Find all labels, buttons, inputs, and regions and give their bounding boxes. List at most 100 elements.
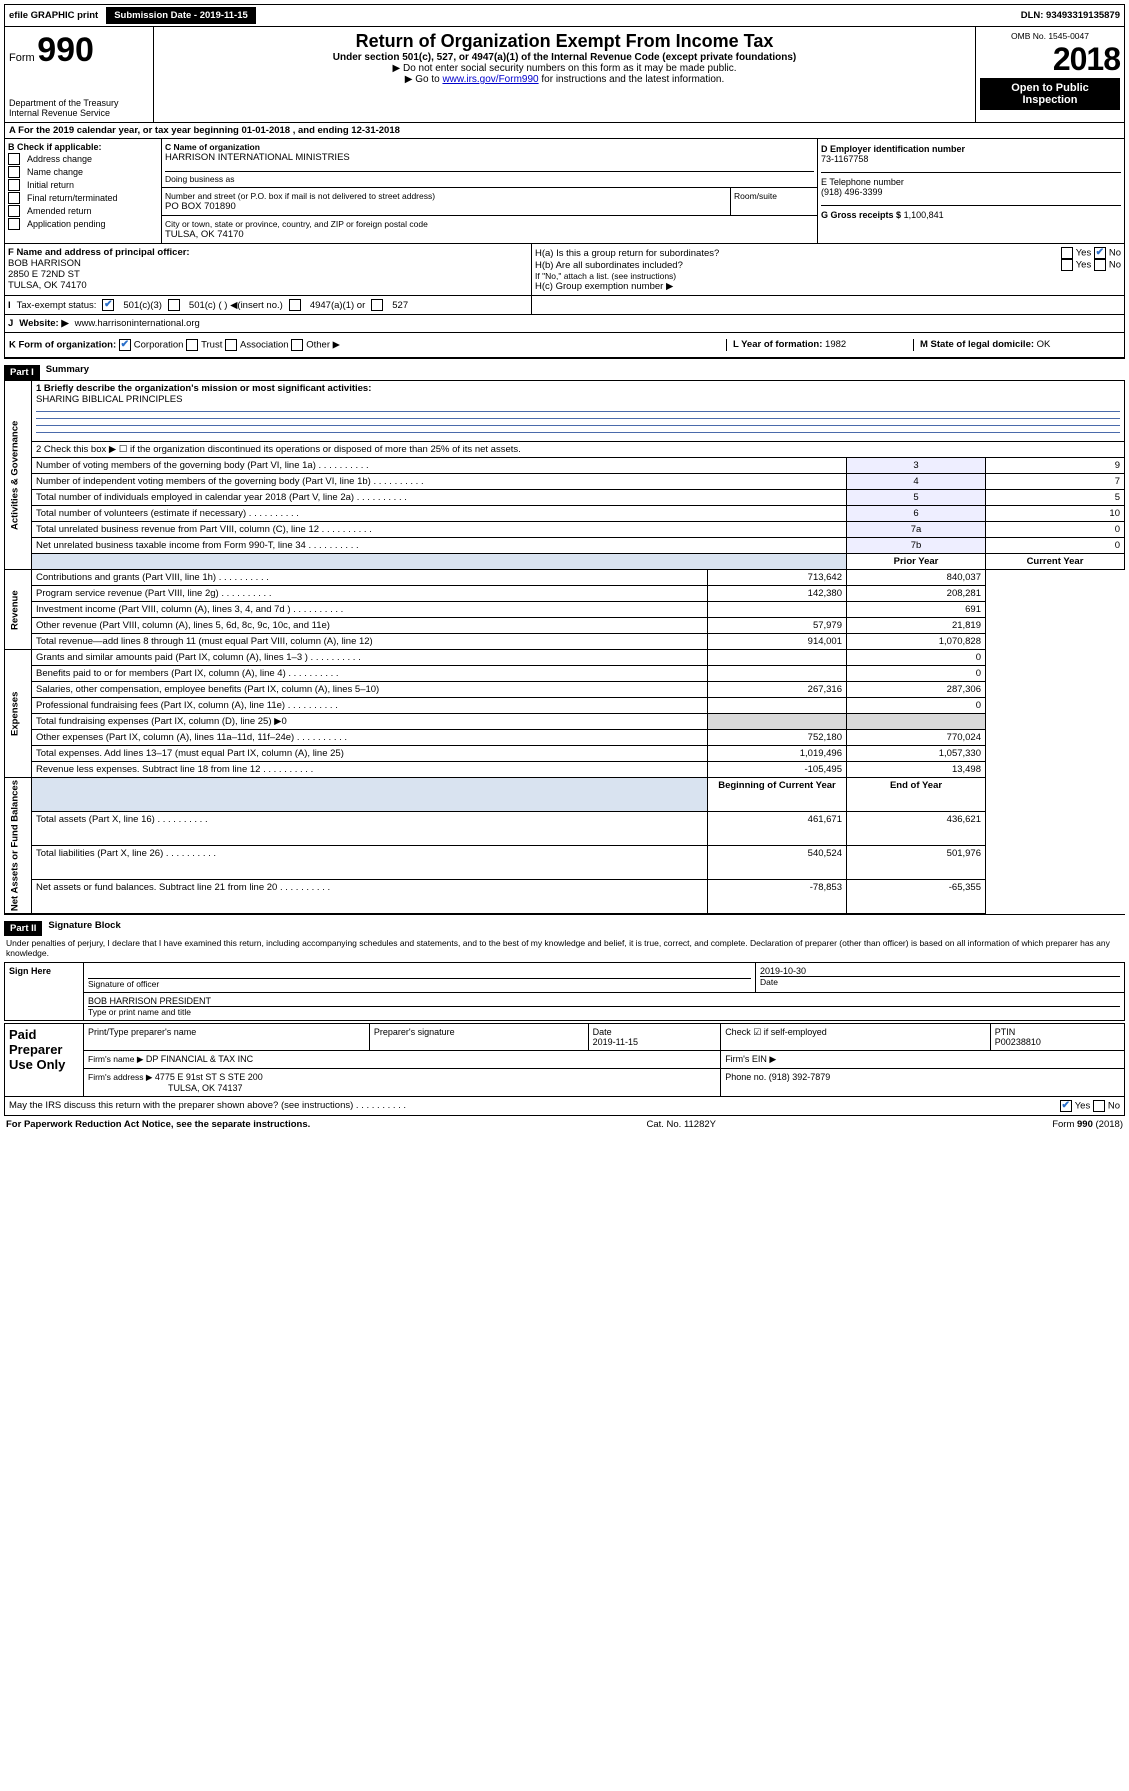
m-state: M State of legal domicile: OK: [913, 339, 1120, 351]
line1-label: 1 Briefly describe the organization's mi…: [36, 383, 1120, 394]
tax-year: 2018: [980, 41, 1120, 78]
officer-addr1: 2850 E 72ND ST: [8, 269, 528, 280]
line16b-desc: Total fundraising expenses (Part IX, col…: [32, 714, 708, 730]
officer-addr2: TULSA, OK 74170: [8, 280, 528, 291]
d-label: D Employer identification number: [821, 144, 1121, 154]
chk-application-pending[interactable]: Application pending: [8, 218, 158, 230]
l-year: L Year of formation: 1982: [726, 339, 913, 351]
vtab-activities: Activities & Governance: [5, 381, 32, 570]
row-a-period: A For the 2019 calendar year, or tax yea…: [4, 123, 1125, 139]
street-address: PO BOX 701890: [165, 201, 727, 212]
paid-preparer-label: Paid Preparer Use Only: [5, 1024, 84, 1097]
line22-desc: Net assets or fund balances. Subtract li…: [32, 880, 708, 914]
ein-value: 73-1167758: [821, 154, 1121, 164]
prep-name-label: Print/Type preparer's name: [84, 1024, 370, 1051]
vtab-expenses: Expenses: [5, 650, 32, 778]
dln-label: DLN: 93493319135879: [1021, 10, 1120, 21]
chk-trust[interactable]: [186, 339, 198, 351]
line22-begin: -78,853: [708, 880, 847, 914]
line12-curr: 1,070,828: [847, 634, 986, 650]
mission-rule: [36, 425, 1120, 426]
chk-initial-return[interactable]: Initial return: [8, 179, 158, 191]
line5-val: 5: [986, 490, 1125, 506]
hb-yesno[interactable]: Yes No: [1061, 259, 1121, 271]
h-group: H(a) Is this a group return for subordin…: [532, 244, 1124, 295]
k-form-org: K Form of organization: ✔Corporation Tru…: [9, 339, 726, 351]
line3-num: 3: [847, 458, 986, 474]
col-c: C Name of organization HARRISON INTERNAT…: [162, 139, 817, 243]
b-label: B Check if applicable:: [8, 142, 158, 152]
firm-phone: (918) 392-7879: [769, 1072, 831, 1082]
line18-prior: 1,019,496: [708, 746, 847, 762]
check-self-employed[interactable]: Check ☑ if self-employed: [721, 1024, 991, 1051]
hb-label: H(b) Are all subordinates included?: [535, 260, 683, 271]
officer-name: BOB HARRISON: [8, 258, 528, 269]
mission-text: SHARING BIBLICAL PRINCIPLES: [36, 394, 1120, 405]
line11-curr: 21,819: [847, 618, 986, 634]
chk-527[interactable]: [371, 299, 383, 311]
line11-desc: Other revenue (Part VIII, column (A), li…: [32, 618, 708, 634]
col-b-checkboxes: B Check if applicable: Address change Na…: [5, 139, 162, 243]
chk-4947[interactable]: [289, 299, 301, 311]
chk-name-change[interactable]: Name change: [8, 166, 158, 178]
line17-prior: 752,180: [708, 730, 847, 746]
chk-final-return[interactable]: Final return/terminated: [8, 192, 158, 204]
c-name-label: C Name of organization: [165, 142, 814, 152]
discuss-question: May the IRS discuss this return with the…: [9, 1100, 406, 1112]
irs-link[interactable]: www.irs.gov/Form990: [442, 74, 538, 85]
line9-prior: 142,380: [708, 586, 847, 602]
line9-desc: Program service revenue (Part VIII, line…: [32, 586, 708, 602]
k-label: K Form of organization:: [9, 340, 116, 351]
line17-curr: 770,024: [847, 730, 986, 746]
line8-curr: 840,037: [847, 570, 986, 586]
line16a-desc: Professional fundraising fees (Part IX, …: [32, 698, 708, 714]
state-domicile: OK: [1037, 339, 1051, 350]
line14-curr: 0: [847, 666, 986, 682]
line7a-val: 0: [986, 522, 1125, 538]
chk-other[interactable]: [291, 339, 303, 351]
sig-officer-label: Signature of officer: [88, 978, 751, 989]
line7b-num: 7b: [847, 538, 986, 554]
ha-yesno[interactable]: Yes ✔No: [1061, 247, 1121, 259]
firm-addr-label: Firm's address ▶: [88, 1072, 152, 1082]
chk-501c3[interactable]: ✔: [102, 299, 114, 311]
discuss-yesno[interactable]: ✔Yes No: [1060, 1100, 1120, 1112]
line16b-prior: [708, 714, 847, 730]
firm-ein-label: Firm's EIN ▶: [721, 1051, 1125, 1069]
chk-501c[interactable]: [168, 299, 180, 311]
gross-receipts: 1,100,841: [904, 210, 944, 220]
line19-curr: 13,498: [847, 762, 986, 778]
line6-val: 10: [986, 506, 1125, 522]
line16a-prior: [708, 698, 847, 714]
open-public-badge: Open to Public Inspection: [980, 78, 1120, 110]
block-bcdeg: B Check if applicable: Address change Na…: [4, 139, 1125, 244]
ptin-value: P00238810: [995, 1037, 1041, 1047]
paperwork-notice: For Paperwork Reduction Act Notice, see …: [6, 1119, 310, 1130]
line20-desc: Total assets (Part X, line 16): [32, 812, 708, 846]
row-i: I Tax-exempt status: ✔501(c)(3) 501(c) (…: [4, 296, 1125, 315]
f-officer: F Name and address of principal officer:…: [5, 244, 532, 295]
form-foot: Form 990 (2018): [1052, 1119, 1123, 1130]
chk-association[interactable]: [225, 339, 237, 351]
form-header: Form 990 Department of the Treasury Inte…: [4, 27, 1125, 123]
line4-val: 7: [986, 474, 1125, 490]
prior-year-hdr: Prior Year: [847, 554, 986, 570]
officer-printed-name: BOB HARRISON PRESIDENT: [88, 996, 1120, 1006]
line3-desc: Number of voting members of the governin…: [32, 458, 847, 474]
sign-here-label: Sign Here: [5, 963, 84, 1021]
chk-corporation[interactable]: ✔: [119, 339, 131, 351]
line10-prior: [708, 602, 847, 618]
addr-label: Number and street (or P.O. box if mail i…: [165, 191, 727, 201]
line15-desc: Salaries, other compensation, employee b…: [32, 682, 708, 698]
line2-discontinued: 2 Check this box ▶ ☐ if the organization…: [32, 442, 1125, 458]
partii-header: Part II Signature Block: [4, 914, 1125, 936]
line7a-num: 7a: [847, 522, 986, 538]
chk-address-change[interactable]: Address change: [8, 153, 158, 165]
mission-rule: [36, 432, 1120, 433]
chk-amended[interactable]: Amended return: [8, 205, 158, 217]
line15-curr: 287,306: [847, 682, 986, 698]
mission-rule: [36, 411, 1120, 412]
hc-label: H(c) Group exemption number ▶: [535, 281, 1121, 292]
e-label: E Telephone number: [821, 177, 1121, 187]
note2-post: for instructions and the latest informat…: [541, 74, 724, 85]
